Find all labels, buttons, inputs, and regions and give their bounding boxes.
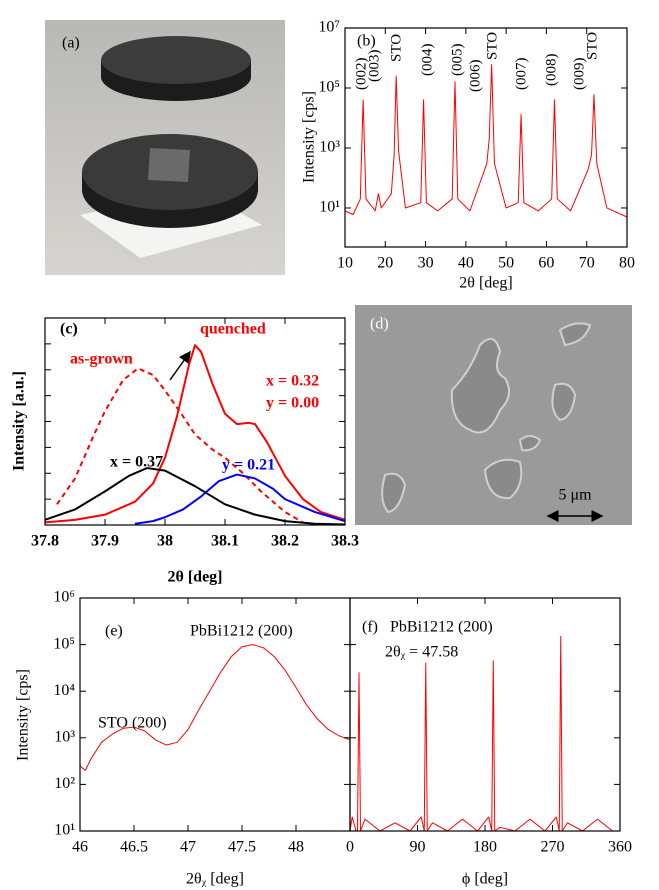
y-axis-label: Intensity [a.u.] xyxy=(11,371,28,471)
x-tick-label: 10 xyxy=(337,255,353,272)
y-tick-label: 10⁶ xyxy=(53,589,75,606)
x-axis-label: ϕ [deg] xyxy=(462,871,508,888)
annotation: (002) xyxy=(353,58,369,91)
x-tick-label: 90 xyxy=(410,839,426,856)
x-axis-label: 2θ [deg] xyxy=(167,569,222,586)
annotation: 2θᵪ = 47.58 xyxy=(385,644,458,661)
data-line xyxy=(134,473,346,525)
x-tick-label: 38.1 xyxy=(211,533,239,550)
series-label: quenched xyxy=(200,321,266,338)
series-label: y = 0.21 xyxy=(222,457,275,474)
annotation: (004) xyxy=(419,44,435,77)
x-tick-label: 38.2 xyxy=(271,533,299,550)
y-tick-label: 10³ xyxy=(54,728,75,745)
y-tick-label: 10¹ xyxy=(319,199,340,216)
x-tick-label: 50 xyxy=(498,255,514,272)
y-tick-label: 10³ xyxy=(319,139,340,156)
x-tick-label: 360 xyxy=(608,839,632,856)
data-line xyxy=(44,344,346,524)
y-axis-label: Intensity [cps] xyxy=(301,91,318,183)
annotation: STO xyxy=(584,32,600,60)
annotation: (007) xyxy=(513,58,529,91)
x-tick-label: 38 xyxy=(157,533,173,550)
x-tick-label: 47.5 xyxy=(228,839,256,856)
series-label: as-grown xyxy=(70,351,133,368)
x-tick-label: 30 xyxy=(418,255,434,272)
y-tick-label: 10⁷ xyxy=(318,19,340,36)
y-tick-label: 10¹ xyxy=(54,822,75,839)
x-tick-label: 20 xyxy=(377,255,393,272)
x-tick-label: 40 xyxy=(458,255,474,272)
sem-image xyxy=(355,305,632,525)
annotation: STO xyxy=(484,32,500,60)
x-tick-label: 80 xyxy=(619,255,635,272)
annotation: (008) xyxy=(543,54,559,87)
annotation: STO xyxy=(388,34,404,62)
x-axis-label: 2θᵪ [deg] xyxy=(186,871,244,888)
x-axis-label: 2θ [deg] xyxy=(459,275,512,292)
x-tick-label: 46 xyxy=(72,839,88,856)
x-tick-label: 60 xyxy=(538,255,554,272)
x-tick-label: 48 xyxy=(288,839,304,856)
annotation: PbBi1212 (200) xyxy=(190,623,293,640)
x-tick-label: 46.5 xyxy=(120,839,148,856)
x-tick-label: 180 xyxy=(473,839,497,856)
series-label: x = 0.37 xyxy=(110,454,163,471)
annotation: STO (200) xyxy=(98,715,167,732)
scale-bar-label: 5 μm xyxy=(558,487,592,504)
photo xyxy=(45,20,285,275)
panel-label: (a) xyxy=(62,35,80,52)
annotation: (003) xyxy=(366,50,382,83)
x-tick-label: 37.8 xyxy=(31,533,59,550)
panel-label: (f) xyxy=(362,619,378,636)
annotation: (006) xyxy=(467,60,483,93)
data-line xyxy=(79,644,351,771)
annotation: x = 0.32 xyxy=(266,373,319,390)
annotation: (009) xyxy=(571,58,587,91)
x-tick-label: 270 xyxy=(541,839,565,856)
x-tick-label: 70 xyxy=(579,255,595,272)
plot-frame xyxy=(344,27,628,248)
y-tick-label: 10⁵ xyxy=(318,79,340,96)
data-line xyxy=(349,635,620,832)
panel-label: (e) xyxy=(105,623,123,640)
panel-label: (d) xyxy=(370,316,389,333)
data-line xyxy=(344,64,628,218)
y-tick-label: 10⁵ xyxy=(53,635,75,652)
annotation: PbBi1212 (200) xyxy=(390,619,493,636)
annotation: y = 0.00 xyxy=(266,395,319,412)
x-tick-label: 0 xyxy=(346,839,354,856)
data-line xyxy=(44,467,346,526)
x-tick-label: 37.9 xyxy=(91,533,119,550)
annotation: (005) xyxy=(449,44,465,77)
annotation-arrow xyxy=(169,350,191,381)
x-tick-label: 38.3 xyxy=(331,533,359,550)
panel-label: (c) xyxy=(60,321,78,338)
x-tick-label: 47 xyxy=(180,839,196,856)
data-line xyxy=(56,367,304,524)
y-tick-label: 10⁴ xyxy=(53,682,75,699)
y-tick-label: 10² xyxy=(54,775,75,792)
panel-label: (b) xyxy=(357,33,376,50)
y-axis-label: Intensity [cps] xyxy=(15,669,32,761)
